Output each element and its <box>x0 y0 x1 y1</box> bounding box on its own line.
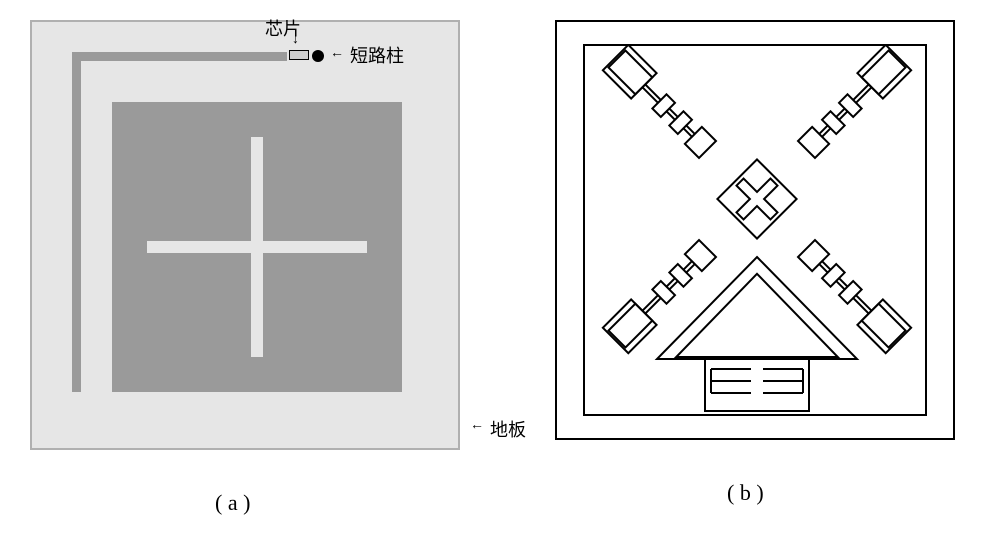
arrow-via: ← <box>330 46 344 62</box>
panel-a <box>30 20 460 450</box>
sublabel-a: ( a ) <box>215 490 250 516</box>
figure-a: 芯片 ↓ ← 短路柱 ← 地板 ( a ) <box>30 20 460 450</box>
arrow-chip: ↓ <box>292 32 299 48</box>
shorting-pin-icon <box>312 50 324 62</box>
arrow-ground: ← <box>470 418 484 434</box>
chip-icon <box>289 50 309 60</box>
slot-vertical <box>251 137 263 357</box>
l-trace-horizontal <box>72 52 287 61</box>
sublabel-b: ( b ) <box>727 480 764 506</box>
panel-b-outer <box>555 20 955 440</box>
l-trace-vertical <box>72 52 81 392</box>
antenna-b-svg <box>583 44 931 420</box>
label-via: 短路柱 <box>350 42 404 68</box>
figure-b: ( b ) <box>555 20 955 440</box>
label-ground: 地板 <box>490 416 526 442</box>
